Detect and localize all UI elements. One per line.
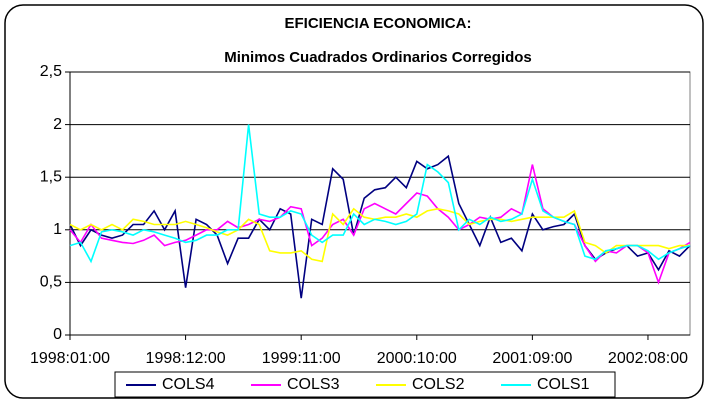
y-tick-label: 0: [53, 326, 62, 343]
legend-box: [114, 371, 616, 398]
legend-label: COLS3: [287, 376, 340, 393]
y-tick-label: 2: [53, 116, 62, 133]
x-tick-label: 1998:12:00: [146, 350, 226, 367]
y-tick-label: 2,5: [40, 63, 62, 80]
y-tick-label: 1: [53, 221, 62, 238]
series-line: [69, 207, 690, 263]
x-tick-label: 2002:08:00: [608, 350, 688, 367]
x-tick-label: 1999:11:00: [262, 350, 341, 367]
chart-frame: [4, 4, 704, 399]
legend-label: COLS2: [412, 376, 465, 393]
series-line: [69, 164, 691, 285]
legend-label: COLS4: [162, 376, 215, 393]
x-tick-label: 2000:10:00: [377, 350, 457, 367]
x-tick-label: 2001:09:00: [492, 350, 572, 367]
series-line: [69, 124, 691, 264]
y-tick-label: 1,5: [40, 168, 62, 185]
chart-subtitle: Minimos Cuadrados Ordinarios Corregidos: [224, 49, 532, 66]
legend-label: COLS1: [537, 376, 590, 393]
chart-title: EFICIENCIA ECONOMICA:: [285, 15, 472, 32]
y-tick-label: 0,5: [40, 274, 62, 291]
x-tick-label: 1998:01:00: [30, 350, 110, 367]
